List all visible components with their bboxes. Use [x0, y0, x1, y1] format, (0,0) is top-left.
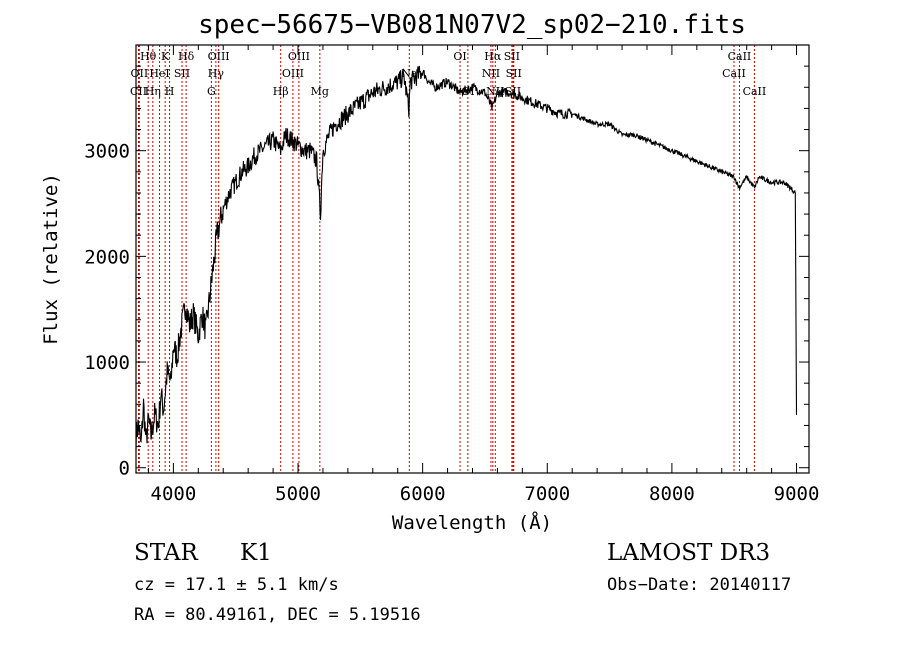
x-axis-label: Wavelength (Å): [392, 511, 552, 534]
line-marker-label: CII: [130, 85, 147, 98]
line-marker-label: OII: [131, 67, 149, 80]
x-tick-label: 9000: [774, 483, 820, 505]
spectrum-line: [135, 65, 798, 450]
coordinates: RA = 80.49161, DEC = 5.19516: [134, 605, 421, 625]
line-marker-label: SII: [174, 67, 190, 80]
line-marker-label: CaII: [743, 85, 767, 98]
line-marker-label: OIII: [208, 50, 230, 63]
line-marker-label: CaII: [722, 67, 746, 80]
x-tick-label: 4000: [151, 483, 197, 505]
line-marker-label: Hγ: [208, 67, 225, 80]
line-marker-label: OIII: [282, 67, 304, 80]
line-marker-label: NII: [482, 67, 500, 80]
line-marker-label: Hθ: [140, 50, 157, 63]
line-marker-label: Hβ: [273, 85, 289, 98]
line-marker-label: Hδ: [178, 50, 195, 63]
line-marker-label: Mg: [311, 85, 329, 98]
line-marker-labels: Hθ OII CII K HeI Hη Hδ SII H OIII Hγ G OIII OIII Hβ Mg N…: [130, 50, 766, 98]
y-axis-ticks: 0 1000 2000 3000: [84, 65, 809, 480]
chart-title: spec−56675−VB081N07V2_sp02−210.fits: [198, 10, 746, 40]
plot-frame: [135, 44, 810, 474]
line-marker-label: SII: [506, 67, 522, 80]
x-tick-label: 7000: [524, 483, 570, 505]
redshift-cz: cz = 17.1 ± 5.1 km/s: [134, 575, 339, 595]
x-tick-label: 6000: [400, 483, 446, 505]
x-tick-label: 8000: [649, 483, 695, 505]
survey-name: LAMOST DR3: [607, 540, 770, 566]
y-tick-label: 0: [119, 458, 130, 480]
line-marker-label: OI: [453, 50, 466, 63]
object-class: STAR: [134, 540, 198, 566]
line-markers: [137, 45, 755, 473]
line-marker-label: Hη: [145, 85, 161, 98]
line-marker-label: OIII: [288, 50, 310, 63]
line-marker-label: SII: [504, 50, 520, 63]
obs-date: Obs−Date: 20140117: [607, 575, 791, 595]
y-tick-label: 3000: [84, 141, 130, 163]
x-axis-ticks: 4000 5000 6000 7000 8000 9000: [147, 45, 820, 505]
y-tick-label: 2000: [84, 246, 130, 268]
line-marker-label: H: [165, 85, 175, 98]
line-marker-label: Hα: [484, 50, 502, 63]
x-tick-label: 5000: [275, 483, 321, 505]
line-marker-label: G: [207, 85, 216, 98]
line-marker-label: CaII: [728, 50, 752, 63]
subclass: K1: [240, 540, 272, 566]
line-marker-label: HeI: [149, 67, 169, 80]
y-axis-label: Flux (relative): [40, 173, 62, 345]
line-marker-label: K: [161, 50, 170, 63]
y-tick-label: 1000: [84, 352, 130, 374]
